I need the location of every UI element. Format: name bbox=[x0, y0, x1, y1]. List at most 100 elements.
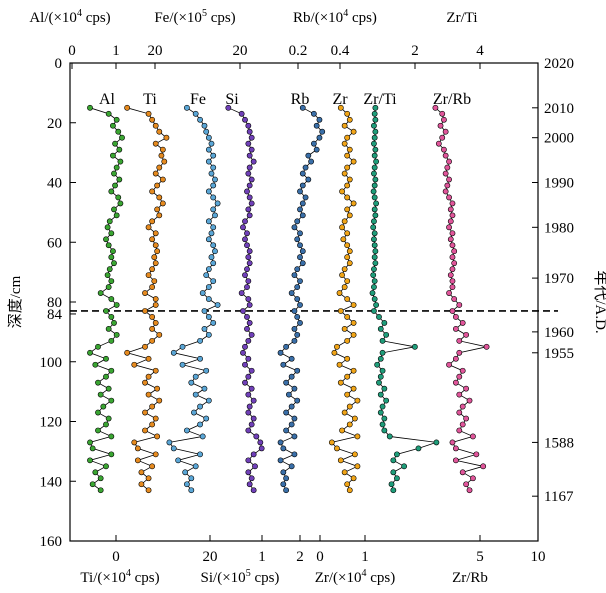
data-point bbox=[244, 188, 250, 195]
data-point bbox=[344, 391, 351, 398]
data-point bbox=[354, 463, 361, 470]
data-point bbox=[197, 337, 203, 344]
data-point bbox=[248, 421, 255, 428]
data-point bbox=[297, 254, 303, 261]
data-point bbox=[97, 475, 104, 482]
data-point bbox=[246, 212, 253, 219]
data-point bbox=[184, 427, 190, 434]
data-point bbox=[197, 421, 203, 428]
data-point bbox=[182, 469, 189, 476]
data-point bbox=[115, 128, 122, 135]
data-point bbox=[191, 409, 197, 416]
data-point bbox=[242, 379, 248, 386]
data-point bbox=[201, 308, 208, 314]
data-point bbox=[87, 349, 93, 356]
series-line bbox=[228, 107, 263, 491]
right-tick-label: 2020 bbox=[544, 56, 574, 72]
left-tick-label: 140 bbox=[40, 474, 63, 490]
data-point bbox=[138, 469, 145, 476]
data-point bbox=[105, 415, 112, 422]
data-point bbox=[449, 308, 456, 314]
data-point bbox=[336, 290, 343, 296]
left-tick-label: 40 bbox=[47, 176, 62, 192]
data-point bbox=[105, 242, 112, 249]
data-point bbox=[159, 146, 166, 153]
series-si bbox=[225, 104, 265, 494]
data-point bbox=[246, 403, 253, 410]
data-point bbox=[372, 248, 379, 255]
data-point bbox=[201, 385, 208, 392]
data-point bbox=[377, 391, 384, 398]
data-point bbox=[283, 427, 290, 434]
series-zr-rb bbox=[432, 104, 490, 494]
data-point bbox=[313, 122, 320, 129]
data-point bbox=[381, 320, 388, 326]
data-point bbox=[205, 218, 212, 225]
data-point bbox=[344, 314, 351, 320]
data-point bbox=[113, 164, 120, 171]
data-point bbox=[111, 206, 117, 213]
data-point bbox=[371, 182, 378, 189]
data-point bbox=[212, 248, 218, 255]
bottom-axis-title: Si/(×105 cps) bbox=[201, 568, 280, 586]
left-tick-label: 80 bbox=[47, 295, 62, 311]
data-point bbox=[459, 367, 466, 374]
right-tick-label: 1588 bbox=[544, 435, 574, 451]
right-tick-label: 1980 bbox=[544, 220, 574, 236]
data-point bbox=[291, 451, 298, 458]
data-point bbox=[452, 457, 459, 464]
data-point bbox=[244, 242, 250, 249]
data-point bbox=[245, 337, 252, 344]
axis-ticks bbox=[70, 62, 539, 542]
data-point bbox=[184, 481, 190, 488]
data-point bbox=[205, 331, 212, 338]
data-point bbox=[337, 104, 344, 111]
data-point bbox=[208, 140, 215, 147]
data-point bbox=[152, 260, 159, 267]
data-point bbox=[210, 278, 217, 284]
bottom-tick-label: 20 bbox=[203, 549, 218, 565]
data-point bbox=[456, 373, 463, 380]
data-point bbox=[447, 272, 454, 279]
data-point bbox=[337, 379, 344, 386]
data-point bbox=[149, 188, 156, 195]
data-point bbox=[447, 206, 454, 213]
data-point bbox=[415, 445, 422, 452]
data-point bbox=[341, 266, 348, 273]
data-point bbox=[294, 284, 301, 290]
data-point bbox=[248, 146, 255, 153]
data-point bbox=[197, 451, 203, 458]
data-point bbox=[376, 379, 382, 386]
data-point bbox=[350, 200, 357, 207]
data-point bbox=[210, 206, 217, 213]
data-point bbox=[341, 284, 348, 290]
data-point bbox=[89, 481, 96, 488]
data-point bbox=[205, 134, 212, 141]
data-point bbox=[344, 110, 351, 117]
data-point bbox=[210, 152, 217, 159]
data-point bbox=[210, 320, 217, 326]
data-point bbox=[240, 349, 246, 356]
data-point bbox=[341, 325, 348, 332]
data-point bbox=[242, 218, 248, 225]
data-point bbox=[142, 379, 148, 386]
data-point bbox=[246, 182, 253, 189]
data-point bbox=[149, 218, 156, 225]
data-point bbox=[374, 361, 381, 368]
data-point bbox=[371, 134, 378, 141]
data-point bbox=[252, 463, 258, 470]
data-point bbox=[108, 397, 115, 404]
data-point bbox=[145, 475, 152, 482]
data-point bbox=[294, 314, 301, 320]
data-point bbox=[210, 260, 217, 267]
data-point bbox=[294, 397, 301, 404]
data-point bbox=[156, 331, 163, 338]
data-point bbox=[87, 104, 93, 111]
data-point bbox=[283, 487, 290, 494]
data-point bbox=[152, 367, 159, 374]
data-point bbox=[346, 146, 353, 153]
data-point bbox=[248, 200, 255, 207]
data-point bbox=[288, 403, 295, 410]
data-point bbox=[258, 445, 265, 452]
data-point bbox=[192, 373, 199, 380]
